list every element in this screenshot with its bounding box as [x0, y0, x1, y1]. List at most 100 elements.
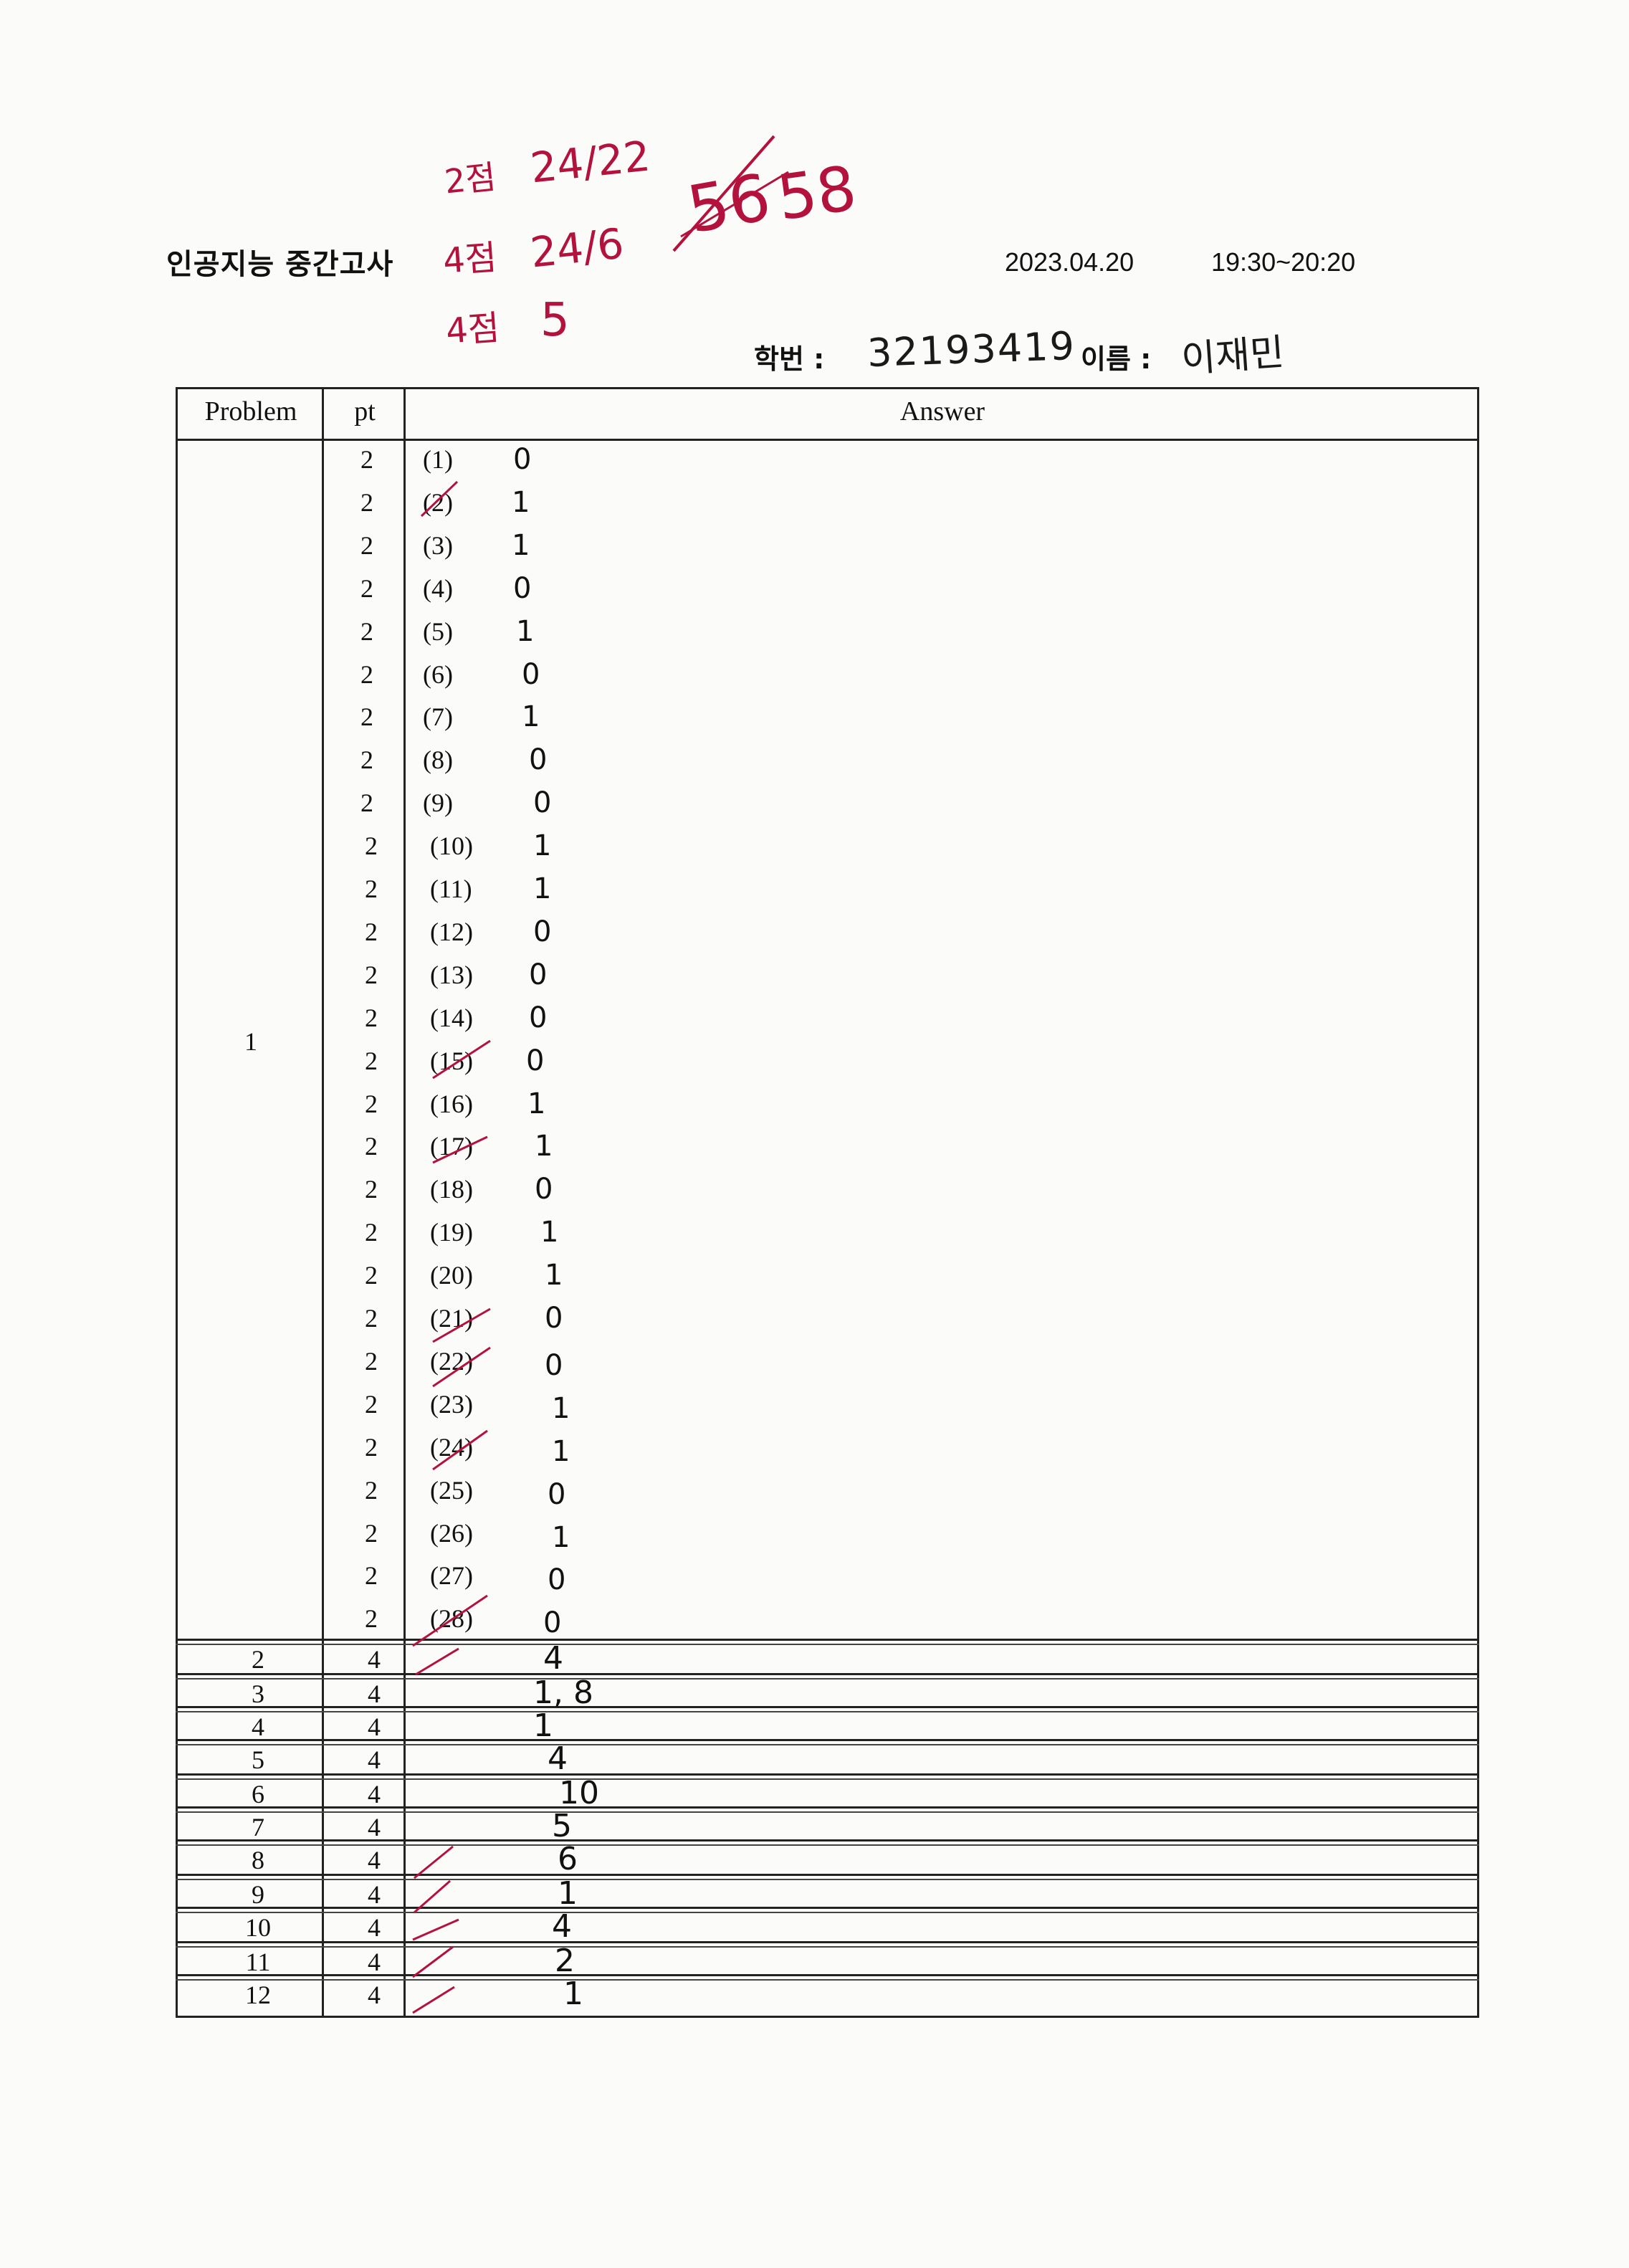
item-answer: 0	[529, 1001, 548, 1034]
item-pt: 2	[365, 1519, 378, 1548]
row-divider	[176, 1979, 1479, 1981]
row-divider	[176, 1879, 1479, 1880]
item-pt: 2	[365, 1347, 378, 1376]
item-answer: 1	[516, 615, 535, 648]
row-divider	[176, 1678, 1479, 1679]
problem-pt: 4	[368, 1679, 381, 1708]
problem-answer: 2	[555, 1943, 575, 1979]
item-answer: 0	[513, 572, 532, 605]
item-label: (21)	[430, 1304, 473, 1333]
problem-number: 11	[245, 1948, 271, 1976]
problem-answer: 1, 8	[533, 1674, 593, 1711]
row-divider	[176, 1907, 1479, 1909]
item-pt: 2	[360, 531, 373, 560]
exam-time: 19:30~20:20	[1211, 247, 1356, 277]
answer-table	[176, 387, 1479, 2018]
name-label: 이름 :	[1081, 343, 1152, 375]
problem-number: 1	[244, 1027, 257, 1056]
item-pt: 2	[365, 1561, 378, 1590]
item-label: (18)	[430, 1175, 473, 1204]
problem-pt: 4	[368, 1712, 381, 1741]
item-answer: 1	[552, 1392, 570, 1425]
item-pt: 2	[365, 1175, 378, 1204]
item-label: (7)	[423, 702, 453, 731]
item-label: (20)	[430, 1261, 473, 1290]
item-pt: 2	[365, 1004, 378, 1032]
item-answer: 1	[512, 529, 530, 562]
item-answer: 1	[512, 486, 530, 519]
item-answer: 1	[527, 1087, 546, 1120]
problem-number: 7	[252, 1813, 264, 1841]
problem-number: 9	[252, 1880, 264, 1909]
problem-pt: 4	[368, 1948, 381, 1976]
item-label: (14)	[430, 1004, 473, 1032]
problem-number: 2	[252, 1645, 264, 1674]
item-pt: 2	[360, 788, 373, 817]
item-label: (5)	[423, 617, 453, 646]
problem-number: 4	[252, 1712, 264, 1741]
row-divider	[176, 1811, 1479, 1813]
item-label: (27)	[430, 1561, 473, 1590]
item-label: (25)	[430, 1476, 473, 1505]
student-id-handwritten: 32193419	[866, 323, 1076, 376]
exam-date: 2023.04.20	[1005, 247, 1134, 277]
item-label: (10)	[430, 832, 473, 860]
item-pt: 2	[365, 961, 378, 989]
row-divider	[176, 1839, 1479, 1841]
total-score: 58	[773, 152, 861, 235]
row-divider	[176, 1778, 1479, 1780]
item-pt: 2	[360, 660, 373, 689]
row-divider	[176, 1874, 1479, 1876]
name-handwritten: 이재민	[1180, 331, 1286, 381]
item-label: (3)	[423, 531, 453, 560]
row-divider	[176, 1946, 1479, 1948]
strike-through-mark	[672, 135, 789, 252]
problem-answer: 10	[559, 1775, 599, 1811]
grading-value-2: 24/6	[527, 219, 626, 277]
item-pt: 2	[365, 832, 378, 860]
item-answer: 0	[533, 786, 552, 819]
item-pt: 2	[365, 1132, 378, 1161]
item-pt: 2	[365, 1604, 378, 1633]
item-label: (13)	[430, 961, 473, 989]
item-pt: 2	[360, 445, 373, 474]
item-answer: 1	[535, 1130, 553, 1163]
problem-pt: 4	[368, 1880, 381, 1909]
item-answer: 1	[552, 1521, 570, 1554]
item-answer: 0	[513, 443, 532, 476]
exam-title: 인공지능 중간고사	[166, 248, 394, 281]
item-label: (28)	[430, 1604, 473, 1633]
row-divider	[176, 1739, 1479, 1741]
row-divider	[176, 1912, 1479, 1913]
row-divider	[176, 1706, 1479, 1708]
item-answer: 0	[548, 1478, 566, 1511]
problem-answer: 1	[558, 1875, 578, 1912]
item-label: (22)	[430, 1347, 473, 1376]
problem-number: 5	[252, 1745, 264, 1774]
grading-label-1: 2점	[442, 157, 498, 201]
col-header-answer: Answer	[899, 396, 985, 427]
problem-pt: 4	[368, 1846, 381, 1874]
item-label: (1)	[423, 445, 453, 474]
col-header-pt: pt	[354, 396, 376, 427]
item-label: (4)	[423, 574, 453, 603]
item-label: (23)	[430, 1390, 473, 1419]
item-label: (8)	[423, 745, 453, 774]
item-answer: 0	[543, 1606, 562, 1639]
problem-pt: 4	[368, 1913, 381, 1942]
item-label: (11)	[430, 875, 472, 903]
item-pt: 2	[365, 1047, 378, 1075]
item-pt: 2	[365, 1304, 378, 1333]
row-divider	[176, 1639, 1479, 1641]
grading-value-1: 24/22	[527, 131, 653, 193]
grading-label-3: 4점	[444, 308, 501, 352]
item-pt: 2	[365, 1433, 378, 1462]
item-answer: 0	[526, 1044, 545, 1077]
problem-pt: 4	[368, 1981, 381, 2009]
col-header-problem: Problem	[204, 396, 297, 427]
problem-answer: 1	[533, 1707, 553, 1744]
item-answer: 1	[540, 1216, 559, 1249]
item-answer: 0	[529, 743, 548, 776]
problem-answer: 1	[563, 1976, 583, 2012]
item-answer: 1	[545, 1259, 563, 1292]
